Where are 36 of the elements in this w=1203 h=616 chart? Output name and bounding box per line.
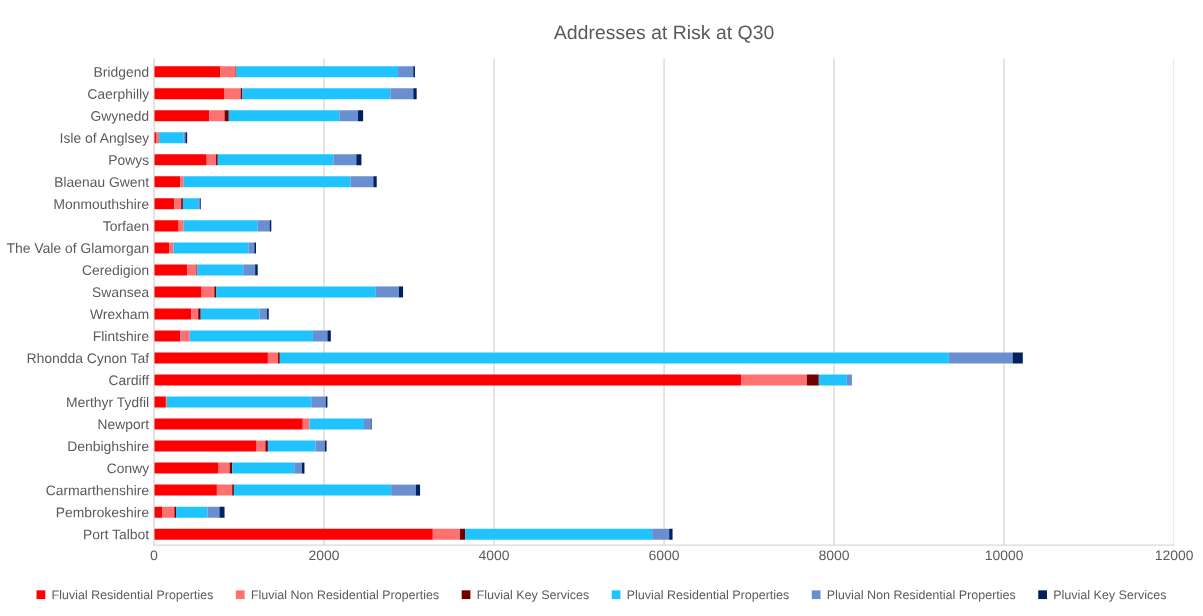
y-tick-label: Torfaen <box>103 220 149 232</box>
legend-label: Pluvial Key Services <box>1054 590 1167 602</box>
y-tick-label: Rhondda Cynon Taf <box>27 352 150 366</box>
y-tick-label: Port Talbot <box>84 529 150 540</box>
y-tick-label: Isle of Anglsey <box>60 132 150 146</box>
x-tick-label: 12000 <box>1155 550 1193 561</box>
y-tick-label: Monmouthshire <box>54 198 149 210</box>
chart-title: Addresses at Risk at Q30 <box>553 24 774 43</box>
y-tick-label: Bridgend <box>94 66 149 80</box>
y-tick-label: The Vale of Glamorgan <box>6 242 149 256</box>
legend-label: Pluvial Non Residential Properties <box>827 590 1016 602</box>
y-tick-label: Powys <box>109 155 149 168</box>
legend-label: Fluvial Key Services <box>477 590 589 602</box>
y-tick-label: Newport <box>98 419 150 432</box>
x-tick-label: 8000 <box>819 550 849 561</box>
y-tick-label: Wrexham <box>90 308 149 320</box>
y-tick-label: Ceredigion <box>82 264 149 278</box>
x-tick-label: 4000 <box>478 550 509 561</box>
y-tick-label: Pembrokeshire <box>56 507 149 518</box>
y-tick-label: Gwynedd <box>91 110 149 124</box>
legend-label: Fluvial Non Residential Properties <box>251 590 439 602</box>
x-tick-label: 6000 <box>649 550 679 561</box>
y-tick-label: Caerphilly <box>88 88 150 102</box>
y-tick-label: Conwy <box>107 463 150 476</box>
x-tick-label: 2000 <box>309 550 339 561</box>
y-tick-label: Denbighshire <box>68 441 149 454</box>
legend-label: Fluvial Residential Properties <box>52 590 213 602</box>
y-tick-label: Blaenau Gwent <box>55 176 150 187</box>
y-tick-label: Flintshire <box>93 330 149 342</box>
x-tick-label: 10000 <box>985 550 1023 561</box>
y-tick-label: Carmarthenshire <box>46 485 149 496</box>
x-tick-label: 0 <box>150 550 158 561</box>
y-tick-label: Swansea <box>92 287 150 298</box>
y-tick-label: Merthyr Tydfil <box>67 397 149 410</box>
y-tick-label: Cardiff <box>109 374 150 386</box>
legend-label: Pluvial Residential Properties <box>627 590 789 602</box>
